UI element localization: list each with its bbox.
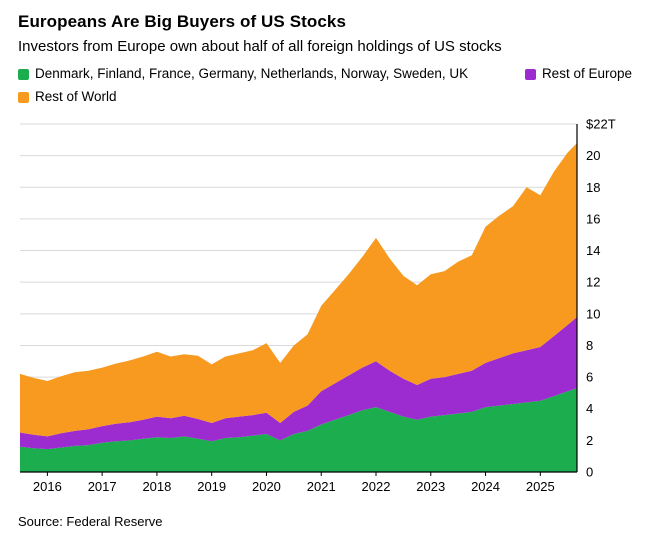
svg-text:2019: 2019 [197, 479, 226, 494]
svg-text:2018: 2018 [142, 479, 171, 494]
legend-item-rest-of-world: Rest of World [18, 88, 117, 106]
chart-title: Europeans Are Big Buyers of US Stocks [18, 12, 347, 31]
svg-text:20: 20 [586, 148, 600, 163]
svg-text:12: 12 [586, 275, 600, 290]
source-note: Source: Federal Reserve [18, 514, 163, 529]
svg-text:6: 6 [586, 370, 593, 385]
chart-subtitle: Investors from Europe own about half of … [18, 38, 502, 55]
legend-row-1: Denmark, Finland, France, Germany, Nethe… [18, 65, 632, 83]
svg-text:0: 0 [586, 465, 593, 480]
svg-text:2016: 2016 [33, 479, 62, 494]
svg-text:2024: 2024 [471, 479, 500, 494]
svg-text:2: 2 [586, 433, 593, 448]
legend-swatch-rest-of-europe [524, 68, 536, 80]
legend-item-rest-of-europe: Rest of Europe [524, 65, 632, 83]
legend-swatch-europe8 [18, 68, 29, 80]
svg-text:18: 18 [586, 180, 600, 195]
legend-label-rest-of-world: Rest of World [35, 89, 117, 104]
svg-text:2023: 2023 [416, 479, 445, 494]
svg-text:8: 8 [586, 338, 593, 353]
legend-swatch-rest-of-world [18, 91, 29, 103]
svg-text:14: 14 [586, 243, 600, 258]
svg-text:2021: 2021 [307, 479, 336, 494]
legend-label-europe8: Denmark, Finland, France, Germany, Nethe… [35, 66, 469, 81]
svg-text:16: 16 [586, 211, 600, 226]
svg-text:4: 4 [586, 401, 593, 416]
legend-label-rest-of-europe: Rest of Europe [541, 66, 632, 81]
svg-text:$22T: $22T [586, 117, 616, 132]
svg-text:2017: 2017 [88, 479, 117, 494]
svg-text:10: 10 [586, 306, 600, 321]
legend-row-2: Rest of World [18, 88, 632, 106]
svg-text:2025: 2025 [526, 479, 555, 494]
legend: Denmark, Finland, France, Germany, Nethe… [18, 65, 632, 106]
legend-item-europe8: Denmark, Finland, France, Germany, Nethe… [18, 65, 468, 83]
svg-text:2022: 2022 [362, 479, 391, 494]
chart-area: 0 2 4 6 8 10 12 14 16 18 20 $22T 2016 2017 2018 2019 202… [0, 108, 650, 508]
stacked-area-chart: 0 2 4 6 8 10 12 14 16 18 20 $22T 2016 2017 2018 2019 202… [20, 117, 616, 494]
svg-text:2020: 2020 [252, 479, 281, 494]
